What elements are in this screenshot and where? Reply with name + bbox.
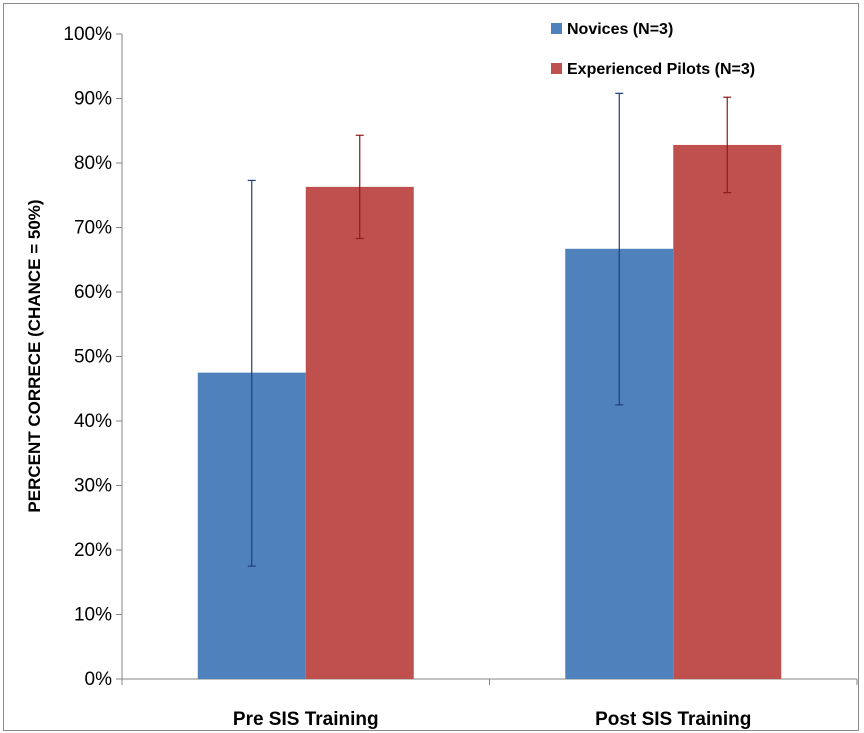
y-tick-label-80: 80% — [74, 153, 112, 174]
y-tick-label-50: 50% — [74, 347, 112, 368]
y-tick-label-90: 90% — [74, 89, 112, 110]
bar-experienced-pilots-n-3-pre-sis-training — [305, 186, 414, 680]
y-tick-label-10: 10% — [74, 605, 112, 626]
y-tick-label-70: 70% — [74, 218, 112, 239]
bar-experienced-pilots-n-3-post-sis-training — [673, 144, 782, 679]
legend-swatch-novices — [551, 23, 562, 34]
y-tick-label-60: 60% — [74, 282, 112, 303]
legend-swatch-experienced-pilots — [551, 63, 562, 74]
y-axis-title: PERCENT CORRECE (CHANCE = 50%) — [25, 199, 44, 512]
legend-label-experienced-pilots: Experienced Pilots (N=3) — [567, 61, 755, 78]
y-tick-label-20: 20% — [74, 540, 112, 561]
category-label-post-sis-training: Post SIS Training — [595, 709, 751, 730]
error-bars — [247, 92, 732, 567]
y-tick-label-30: 30% — [74, 476, 112, 497]
y-tick-label-40: 40% — [74, 411, 112, 432]
axis-labels: 0% 10% 20% 30% 40% 50% 60% 70% 80% 90% 100% Pre SIS… — [63, 24, 751, 730]
legend-label-novices: Novices (N=3) — [567, 21, 673, 38]
category-label-pre-sis-training: Pre SIS Training — [233, 709, 379, 730]
y-tick-label-100: 100% — [63, 24, 112, 45]
legend: Novices (N=3) Experienced Pilots (N=3) — [551, 21, 755, 78]
y-tick-label-0: 0% — [85, 669, 113, 690]
bars — [197, 144, 782, 680]
